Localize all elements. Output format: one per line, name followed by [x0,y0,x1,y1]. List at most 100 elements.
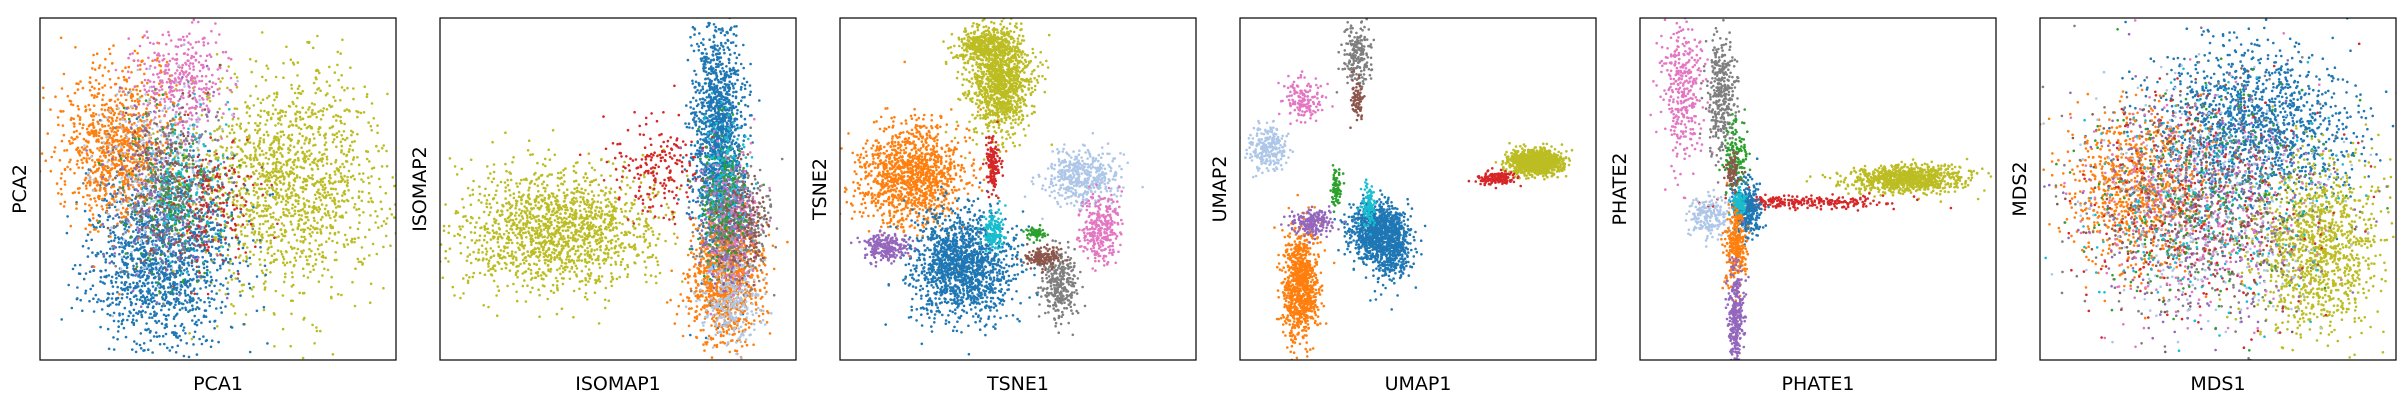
point [97,194,100,198]
point [398,149,401,152]
point [161,252,165,256]
point [114,68,118,72]
point [198,98,201,102]
point [303,205,306,209]
point [99,181,103,184]
point [63,167,67,171]
point [369,124,373,128]
point [282,163,286,166]
point [154,243,157,247]
point [283,176,286,180]
point [147,348,150,352]
point [191,97,194,100]
point [103,182,106,186]
point [307,157,310,161]
point [298,291,302,295]
point [127,225,131,229]
point [240,283,244,287]
point [159,211,162,214]
point [135,298,139,301]
point [166,121,169,125]
point [111,194,114,198]
point [153,162,157,166]
point [97,298,100,301]
point [86,181,89,185]
point [153,313,156,316]
point [258,203,261,207]
point [143,245,146,249]
point [197,232,201,236]
point [321,113,325,117]
point [348,226,352,229]
point [359,111,363,115]
point [235,76,239,79]
point [224,241,227,245]
point [229,89,233,92]
point [311,323,314,327]
point [358,221,361,224]
point [273,153,276,157]
point [181,63,184,67]
point [271,186,274,190]
point [224,277,228,280]
point [171,254,174,258]
point [353,203,357,206]
point [197,307,201,311]
point [311,133,315,136]
point [316,231,319,234]
point [119,173,122,176]
point [191,319,194,322]
point [333,202,337,206]
point [339,119,343,123]
point [123,306,127,310]
point [161,59,164,62]
point [278,180,282,183]
point [149,184,152,188]
point [232,272,236,275]
point [283,275,287,279]
point [310,102,314,105]
point [80,151,84,154]
point [321,215,324,219]
point [303,123,307,126]
point [104,258,108,261]
point [95,204,99,207]
point [101,197,104,201]
point [230,188,233,191]
point [97,66,101,70]
point [284,272,287,276]
point [349,175,353,179]
point [187,355,191,359]
point [164,274,167,277]
point [162,302,165,306]
point [116,330,120,333]
point [303,316,306,320]
point [215,292,218,295]
point [374,221,377,224]
point [210,258,213,261]
point [201,226,204,230]
point [173,7,176,10]
point [310,211,314,214]
point [146,168,150,172]
point [260,149,264,153]
point [105,192,108,195]
point [168,282,172,285]
point [157,237,160,241]
point [331,226,335,230]
point [98,149,101,152]
point [97,113,101,117]
point [237,117,240,120]
point [332,196,336,200]
point [169,97,172,101]
point [154,239,158,243]
point [189,111,193,115]
point [157,274,161,278]
point [147,140,151,144]
point [334,206,338,209]
point [115,170,119,174]
point [91,118,95,122]
point [139,288,142,292]
point [165,95,169,99]
point [178,308,182,312]
